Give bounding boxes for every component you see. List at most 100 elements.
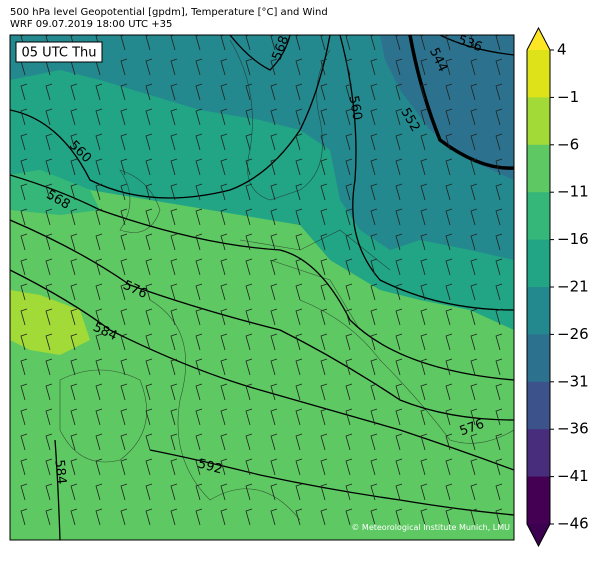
wind-barb (420, 333, 428, 351)
colorbar-tick-label: 4 (557, 41, 567, 59)
wind-barb (495, 35, 501, 51)
wind-barb (470, 108, 478, 126)
wind-barb (245, 308, 253, 326)
wind-barb (145, 358, 153, 376)
wind-barb (195, 283, 203, 301)
wind-barb (45, 508, 53, 526)
wind-barb (220, 358, 228, 376)
wind-barb (220, 233, 228, 251)
wind-barb (270, 158, 278, 176)
wind-barb (220, 383, 228, 401)
colorbar-band (527, 429, 550, 478)
wind-barb (220, 58, 228, 76)
wind-barb (195, 483, 203, 501)
wind-barb (170, 483, 178, 501)
wind-barb (95, 233, 103, 251)
wind-barb (170, 258, 178, 276)
wind-barb (245, 258, 253, 276)
wind-barb (495, 408, 503, 426)
wind-barb (270, 108, 278, 126)
wind-barb (295, 458, 303, 476)
wind-barb (145, 483, 153, 501)
wind-barb (20, 183, 28, 201)
wind-barb (120, 408, 128, 426)
wind-barb (270, 133, 278, 151)
wind-barb (145, 133, 153, 151)
wind-barb (470, 208, 478, 226)
wind-barb (345, 83, 353, 101)
wind-barb (220, 408, 228, 426)
wind-barb (120, 383, 128, 401)
wind-barb (120, 508, 128, 526)
colorbar-band (527, 239, 550, 288)
colorbar-tick-label: −6 (557, 135, 579, 153)
wind-barb (345, 483, 353, 501)
temp-field (10, 35, 514, 260)
wind-barb (445, 35, 451, 51)
wind-barb (320, 408, 328, 426)
contour-label: 592 (196, 457, 224, 478)
wind-barb (120, 283, 128, 301)
wind-barb (395, 408, 403, 426)
wind-barb (395, 483, 403, 501)
wind-barb (345, 58, 353, 76)
wind-barb (420, 283, 428, 301)
wind-barb (420, 258, 428, 276)
wind-barb (470, 458, 478, 476)
wind-barb (20, 108, 28, 126)
wind-barb (270, 233, 278, 251)
wind-barb (420, 408, 428, 426)
wind-barb (220, 433, 228, 451)
wind-barb (370, 258, 378, 276)
wind-barb (470, 383, 478, 401)
wind-barb (245, 383, 253, 401)
wind-barb (70, 83, 78, 101)
colorbar-tick-label: −21 (557, 278, 589, 296)
wind-barb (20, 433, 28, 451)
wind-barb (445, 408, 453, 426)
wind-barb (320, 508, 328, 526)
wind-barb (120, 58, 128, 76)
wind-barb (45, 158, 53, 176)
wind-barb (70, 408, 78, 426)
wind-barb (395, 358, 403, 376)
wind-barb (220, 283, 228, 301)
wind-barb (195, 308, 203, 326)
wind-barb (170, 35, 176, 51)
wind-barb (295, 508, 303, 526)
wind-barb (495, 458, 503, 476)
wind-barb (220, 258, 228, 276)
colorbar-tick-label: −36 (557, 420, 589, 438)
wind-barb (145, 258, 153, 276)
wind-barb (320, 458, 328, 476)
wind-barb (120, 183, 128, 201)
wind-barb (45, 358, 53, 376)
wind-barb (20, 208, 28, 226)
wind-barb (220, 508, 228, 526)
wind-barb (245, 408, 253, 426)
wind-barb (395, 333, 403, 351)
wind-barb (45, 83, 53, 101)
wind-barb (70, 483, 78, 501)
wind-barb (420, 483, 428, 501)
wind-barb (470, 258, 478, 276)
map: 568 560 544 536 552 560 568 576 584 576 … (9, 33, 515, 541)
wind-barb (420, 358, 428, 376)
wind-barb (20, 133, 28, 151)
wind-barb (295, 408, 303, 426)
wind-barb (195, 35, 201, 51)
colorbar-band (527, 144, 550, 193)
wind-barb (70, 433, 78, 451)
wind-barb (495, 108, 503, 126)
wind-barb (470, 58, 478, 76)
wind-barb (45, 483, 53, 501)
wind-barb (195, 108, 203, 126)
wind-barb (345, 408, 353, 426)
wind-barb (195, 158, 203, 176)
wind-barb (20, 308, 28, 326)
wind-barb (120, 208, 128, 226)
wind-barb (445, 58, 453, 76)
wind-barb (320, 108, 328, 126)
wind-barb (145, 383, 153, 401)
wind-barb (270, 208, 278, 226)
